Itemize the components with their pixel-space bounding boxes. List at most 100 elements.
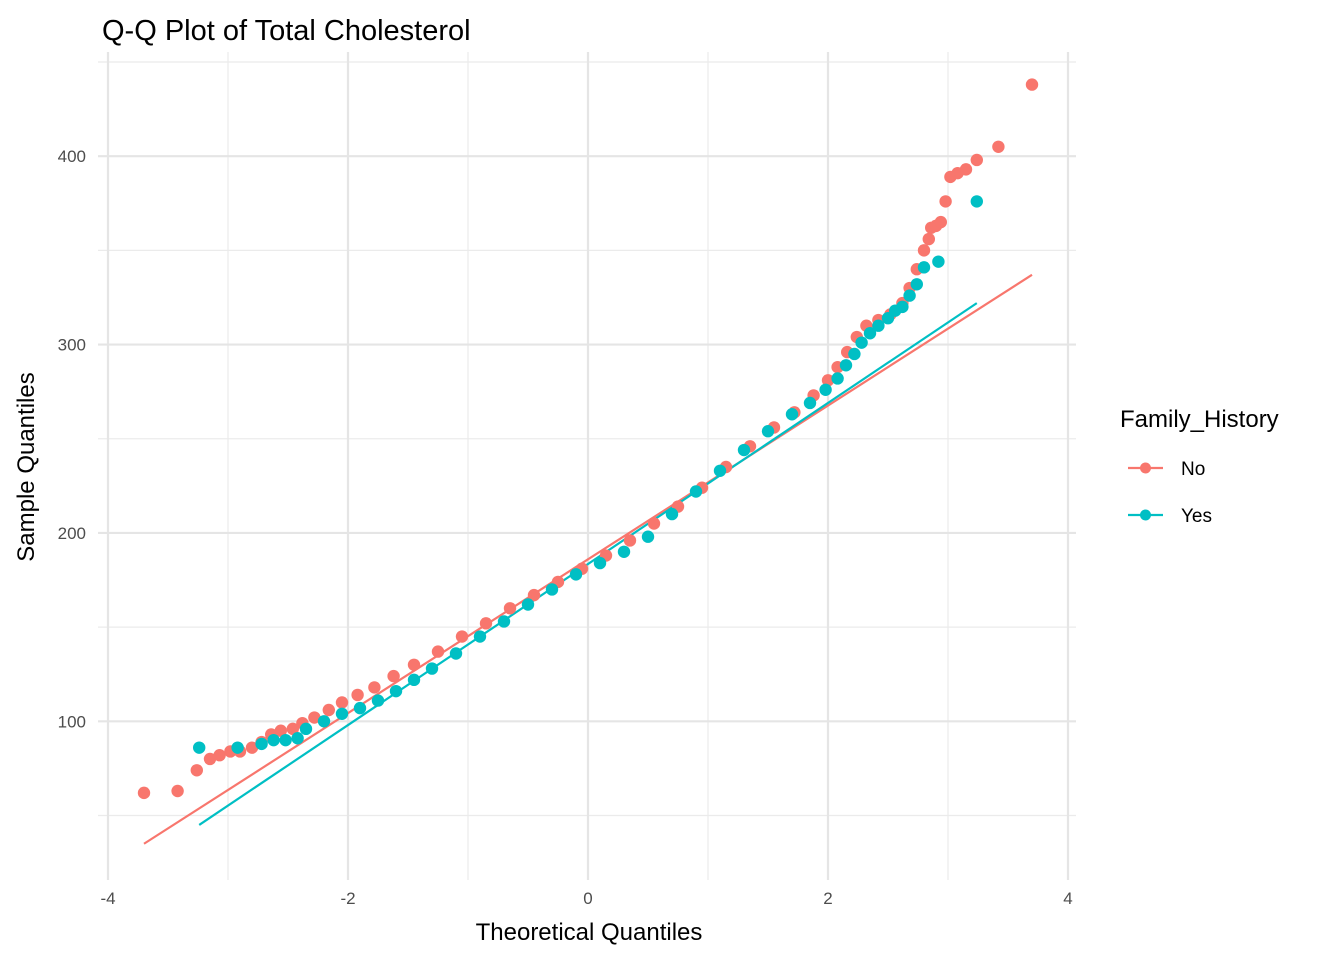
data-point-yes — [785, 408, 799, 421]
data-point-no — [274, 724, 287, 737]
points-yes — [193, 195, 983, 754]
data-point-no — [821, 374, 835, 387]
legend-entries: No Yes — [1128, 459, 1212, 527]
data-point-no — [939, 195, 952, 208]
data-point-yes — [335, 707, 349, 720]
data-point-yes — [803, 396, 817, 410]
data-point-no — [970, 153, 983, 167]
legend-key-point — [1140, 462, 1151, 474]
x-axis-ticks: -4 -2 0 2 4 — [100, 889, 1072, 908]
data-point-yes — [291, 732, 304, 745]
data-point-yes — [970, 195, 983, 208]
data-point-no — [479, 617, 493, 630]
data-point-no — [959, 163, 973, 176]
data-point-yes — [903, 289, 916, 302]
data-point-yes — [569, 568, 583, 581]
data-point-no — [171, 784, 184, 798]
data-point-yes — [761, 425, 775, 438]
series-no — [143, 273, 1033, 845]
data-point-no — [407, 658, 421, 671]
data-point-yes — [863, 327, 877, 340]
data-point-yes — [353, 701, 367, 715]
data-point-yes — [713, 464, 727, 477]
data-point-yes — [910, 278, 923, 291]
data-point-no — [527, 588, 541, 602]
data-point-no — [335, 696, 349, 709]
data-point-yes — [407, 673, 421, 687]
x-tick-label: -4 — [100, 889, 115, 908]
data-point-yes — [839, 359, 853, 372]
y-axis-ticks: 100 200 300 400 — [58, 147, 86, 731]
data-point-yes — [371, 694, 385, 707]
data-point-no — [137, 786, 151, 800]
legend-item-no: No — [1128, 459, 1205, 480]
data-point-yes — [231, 741, 244, 754]
legend-label: Yes — [1181, 506, 1212, 527]
y-tick-label: 400 — [58, 147, 86, 166]
data-point-yes — [299, 722, 313, 736]
data-point-yes — [917, 261, 931, 274]
data-point-yes — [267, 733, 280, 747]
x-axis-title: Theoretical Quantiles — [476, 919, 703, 946]
y-axis-title: Sample Quantiles — [13, 372, 40, 561]
data-point-yes — [665, 507, 679, 521]
data-point-yes — [896, 300, 909, 314]
legend: Family_History No Yes — [1120, 406, 1279, 527]
data-point-yes — [255, 737, 268, 751]
data-point-yes — [689, 485, 703, 498]
x-tick-label: 2 — [823, 889, 832, 908]
data-point-yes — [317, 715, 331, 728]
data-point-no — [213, 749, 226, 762]
y-tick-label: 200 — [58, 524, 86, 543]
data-point-yes — [737, 443, 751, 457]
data-point-no — [1025, 78, 1039, 91]
data-point-yes — [497, 615, 511, 628]
data-point-no — [203, 752, 217, 766]
series-layer — [137, 78, 1039, 845]
qq-reference-line-no — [143, 273, 1033, 845]
y-tick-label: 100 — [58, 712, 86, 731]
data-point-no — [431, 645, 445, 658]
qq-reference-line-yes — [198, 302, 978, 826]
data-point-yes — [279, 733, 292, 747]
x-tick-label: 4 — [1063, 889, 1072, 908]
data-point-no — [387, 669, 400, 683]
data-point-yes — [545, 583, 559, 596]
data-point-yes — [641, 530, 655, 543]
data-point-no — [368, 681, 381, 694]
data-point-no — [308, 711, 321, 724]
data-point-no — [245, 741, 259, 754]
data-point-yes — [855, 336, 868, 349]
data-point-yes — [819, 383, 832, 396]
data-point-no — [917, 244, 931, 257]
data-point-yes — [848, 347, 861, 361]
data-point-no — [992, 140, 1005, 153]
data-point-no — [455, 630, 469, 643]
data-point-yes — [473, 630, 487, 643]
legend-title: Family_History — [1120, 406, 1279, 433]
data-point-no — [286, 722, 299, 736]
data-point-yes — [521, 598, 535, 611]
data-point-no — [647, 517, 661, 530]
series-yes — [198, 302, 978, 826]
grid — [98, 52, 1076, 880]
y-tick-label: 300 — [58, 336, 86, 355]
legend-key-point — [1140, 509, 1151, 521]
data-point-no — [322, 703, 335, 717]
x-tick-label: 0 — [583, 889, 592, 908]
data-point-yes — [593, 556, 607, 570]
data-point-no — [503, 602, 517, 615]
data-point-no — [351, 688, 364, 702]
data-point-yes — [932, 255, 945, 268]
data-point-yes — [831, 372, 844, 385]
data-point-yes — [193, 741, 206, 754]
data-point-yes — [872, 319, 885, 332]
x-tick-label: -2 — [340, 889, 355, 908]
chart-title: Q-Q Plot of Total Cholesterol — [102, 15, 471, 47]
legend-item-yes: Yes — [1128, 506, 1212, 527]
data-point-no — [922, 232, 935, 246]
data-point-yes — [449, 647, 463, 660]
legend-label: No — [1181, 459, 1205, 480]
data-point-no — [190, 764, 203, 777]
